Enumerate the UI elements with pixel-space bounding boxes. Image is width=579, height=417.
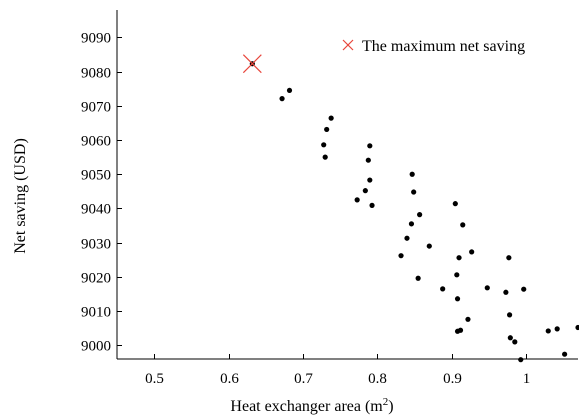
- data-point: [354, 197, 360, 203]
- x-tick-label: 0.5: [145, 371, 164, 387]
- y-tick-label: 9090: [81, 31, 111, 47]
- data-point: [554, 326, 560, 332]
- x-tick-label: 0.9: [443, 371, 462, 387]
- data-point: [507, 335, 513, 341]
- data-point: [367, 143, 373, 149]
- data-point: [521, 286, 527, 292]
- data-point: [503, 289, 509, 295]
- data-point: [512, 339, 518, 345]
- y-tick-label: 9030: [81, 237, 111, 253]
- data-point: [506, 312, 513, 318]
- data-point: [452, 201, 458, 207]
- legend: The maximum net saving: [342, 38, 525, 55]
- y-tick-label: 9070: [81, 100, 111, 116]
- data-point: [454, 272, 460, 278]
- data-point: [365, 157, 371, 163]
- data-point: [465, 316, 471, 322]
- data-point: [506, 255, 512, 261]
- x-axis-label-main: Heat exchanger area (m: [230, 398, 383, 415]
- x-axis-label-superscript: 2: [383, 396, 389, 408]
- data-point: [398, 253, 404, 259]
- data-point: [279, 96, 285, 102]
- data-point: [417, 212, 423, 218]
- data-point: [454, 296, 461, 302]
- data-point: [426, 243, 432, 249]
- y-tick-label: 9050: [81, 168, 111, 184]
- data-point: [484, 285, 490, 291]
- data-point: [286, 87, 293, 94]
- y-tick-label: 9000: [81, 339, 111, 355]
- data-point: [369, 202, 375, 208]
- data-point: [415, 275, 421, 281]
- data-point: [367, 177, 373, 183]
- data-points: [249, 61, 579, 363]
- data-point: [322, 154, 328, 160]
- data-point: [321, 142, 327, 148]
- y-axis-ticks: 9000 9010 9020 9030 9040 9050 9060 9070 9080 9090: [81, 31, 122, 355]
- data-point: [456, 255, 462, 261]
- data-point: [545, 328, 551, 334]
- y-tick-label: 9060: [81, 134, 111, 150]
- y-axis-label: Net saving (USD): [12, 138, 29, 254]
- data-point: [404, 235, 410, 241]
- legend-marker-x: [342, 39, 354, 51]
- data-point: [408, 221, 415, 227]
- data-point: [575, 324, 579, 331]
- x-axis-label-close: ): [388, 398, 393, 415]
- legend-label: The maximum net saving: [362, 38, 525, 55]
- x-tick-label: 1: [523, 371, 531, 387]
- y-tick-label: 9010: [81, 305, 111, 321]
- data-point: [518, 357, 524, 363]
- max-marker: [242, 54, 262, 74]
- data-point: [409, 171, 415, 177]
- data-point: [328, 115, 334, 121]
- x-axis-label: Heat exchanger area (m2): [230, 396, 393, 415]
- data-point: [469, 249, 475, 255]
- y-tick-label: 9040: [81, 202, 111, 218]
- data-point: [324, 126, 330, 133]
- data-point: [460, 222, 466, 228]
- axes: [116, 10, 578, 360]
- x-tick-label: 0.7: [294, 371, 313, 387]
- y-tick-label: 9080: [81, 66, 111, 82]
- data-point: [562, 351, 568, 357]
- x-tick-label: 0.6: [220, 371, 239, 387]
- max-point-stroke: [242, 54, 262, 74]
- x-axis-ticks: 0.5 0.6 0.7 0.8 0.9 1: [145, 354, 530, 387]
- data-point: [362, 188, 368, 194]
- data-point: [457, 327, 464, 333]
- y-tick-label: 9020: [81, 271, 111, 287]
- x-tick-label: 0.8: [368, 371, 387, 387]
- legend-marker-stroke: [342, 39, 354, 51]
- data-point: [411, 189, 417, 195]
- data-point: [440, 286, 446, 292]
